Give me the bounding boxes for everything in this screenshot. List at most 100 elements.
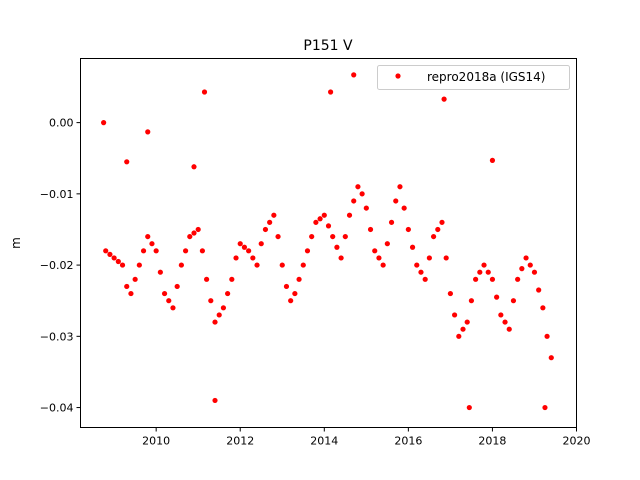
data-point bbox=[283, 283, 290, 290]
data-point bbox=[544, 333, 550, 339]
data-point bbox=[489, 276, 496, 282]
data-point bbox=[460, 326, 466, 332]
data-point bbox=[132, 276, 138, 282]
data-point bbox=[216, 312, 222, 318]
data-point bbox=[422, 276, 428, 282]
data-point bbox=[409, 244, 416, 250]
y-tick-label: 0.00 bbox=[49, 117, 74, 130]
data-point bbox=[542, 404, 548, 411]
x-tick-label: 2016 bbox=[394, 435, 422, 448]
data-point bbox=[136, 262, 142, 268]
data-point bbox=[498, 312, 504, 318]
data-point bbox=[330, 233, 336, 240]
data-point bbox=[229, 276, 235, 282]
data-point bbox=[103, 248, 109, 254]
data-point bbox=[540, 305, 546, 311]
data-point bbox=[161, 290, 168, 297]
data-point bbox=[309, 233, 315, 240]
data-point bbox=[443, 255, 449, 261]
data-point bbox=[510, 298, 517, 304]
data-point bbox=[439, 219, 445, 225]
data-point bbox=[325, 223, 332, 229]
plot-frame bbox=[80, 58, 577, 428]
data-point bbox=[275, 233, 281, 240]
data-point bbox=[527, 262, 533, 268]
data-point bbox=[119, 262, 126, 268]
x-axis: 2010 2012 2014 2016 2018 2020 bbox=[142, 427, 591, 448]
data-point bbox=[170, 305, 176, 311]
y-tick-label: −0.03 bbox=[40, 330, 74, 343]
data-point bbox=[153, 248, 159, 254]
data-point bbox=[292, 290, 298, 297]
data-point bbox=[372, 248, 378, 254]
data-point bbox=[405, 226, 411, 233]
data-point bbox=[101, 120, 107, 126]
data-point bbox=[502, 319, 508, 325]
data-point bbox=[519, 266, 525, 272]
data-point bbox=[456, 333, 462, 339]
x-tick-label: 2018 bbox=[478, 435, 506, 448]
data-point bbox=[149, 241, 155, 247]
data-point bbox=[195, 226, 201, 233]
legend: repro2018a (IGS14) bbox=[377, 65, 570, 90]
data-point bbox=[317, 216, 323, 222]
data-point bbox=[166, 298, 172, 304]
data-point bbox=[384, 241, 390, 247]
data-point bbox=[338, 255, 344, 261]
data-point bbox=[237, 241, 243, 247]
data-point bbox=[464, 319, 470, 325]
data-point bbox=[523, 255, 529, 261]
data-point bbox=[473, 276, 479, 282]
data-point bbox=[401, 205, 407, 211]
data-point bbox=[111, 255, 117, 261]
data-point bbox=[380, 262, 386, 268]
y-axis: 0.00 −0.01 −0.02 −0.03 −0.04 bbox=[40, 117, 81, 415]
data-point bbox=[300, 262, 306, 268]
data-point bbox=[477, 269, 483, 275]
data-point bbox=[191, 164, 197, 170]
data-point bbox=[267, 219, 273, 225]
data-point bbox=[107, 251, 113, 257]
data-point bbox=[174, 283, 180, 290]
data-point bbox=[220, 305, 227, 311]
y-axis-label: m bbox=[9, 237, 23, 249]
data-point bbox=[342, 233, 348, 240]
data-point bbox=[489, 157, 496, 163]
data-point bbox=[212, 397, 218, 404]
data-point bbox=[288, 298, 294, 304]
data-point bbox=[334, 244, 340, 250]
data-point bbox=[182, 248, 189, 254]
data-point bbox=[346, 212, 353, 218]
data-point bbox=[313, 219, 319, 225]
data-point bbox=[246, 248, 252, 254]
data-point bbox=[262, 226, 269, 233]
data-point bbox=[304, 248, 311, 254]
data-point bbox=[355, 184, 361, 190]
data-point bbox=[426, 255, 432, 261]
x-tick-label: 2020 bbox=[563, 435, 591, 448]
data-point bbox=[515, 276, 521, 282]
data-point bbox=[140, 248, 147, 254]
data-point bbox=[321, 212, 327, 218]
data-point bbox=[452, 312, 458, 318]
data-point bbox=[201, 89, 208, 95]
y-tick-label: −0.01 bbox=[40, 188, 74, 201]
data-point bbox=[531, 269, 538, 275]
data-point bbox=[258, 241, 264, 247]
data-point bbox=[115, 258, 121, 265]
data-point bbox=[466, 404, 472, 411]
data-point bbox=[279, 262, 285, 268]
data-point bbox=[212, 319, 218, 325]
legend-marker bbox=[395, 73, 401, 79]
data-point bbox=[199, 248, 205, 254]
data-point bbox=[418, 269, 424, 275]
data-point bbox=[351, 198, 357, 204]
data-point bbox=[388, 219, 395, 225]
data-point bbox=[187, 233, 193, 240]
data-point bbox=[124, 283, 130, 290]
data-point bbox=[191, 230, 197, 236]
data-point bbox=[494, 294, 500, 300]
data-point bbox=[250, 255, 256, 261]
data-point bbox=[481, 262, 487, 268]
